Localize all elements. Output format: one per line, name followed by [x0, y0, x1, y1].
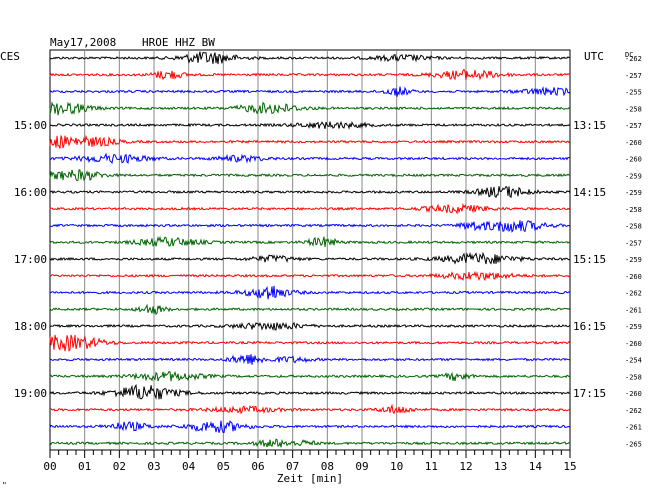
right-time-label: 13:15: [573, 119, 606, 132]
dc-offset-label: -262: [625, 55, 642, 63]
right-time-labels: 13:15 14:15 15:15 16:15 17:15: [573, 119, 606, 400]
dc-offset-label: -254: [625, 357, 642, 365]
footer-mark: ": [2, 481, 7, 490]
dc-offset-label: -258: [625, 105, 642, 113]
x-tick-label: 02: [113, 460, 126, 473]
trace-row: [49, 134, 571, 149]
trace-row: [49, 185, 571, 199]
right-time-label: 14:15: [573, 186, 606, 199]
trace-row: [49, 120, 571, 130]
dc-offset-label: -259: [625, 172, 642, 180]
x-tick-label: 13: [494, 460, 507, 473]
dc-offset-label: -258: [625, 373, 642, 381]
x-tick-label: 15: [563, 460, 576, 473]
trace-row: [49, 438, 571, 448]
trace-row: [49, 220, 571, 233]
trace-row: [49, 51, 571, 65]
left-timezone-label: CES: [0, 50, 20, 63]
dc-offset-label: -260: [625, 139, 642, 147]
x-tick-label: 09: [355, 460, 368, 473]
dc-offset-label: -258: [625, 223, 642, 231]
minute-gridlines: [84, 50, 536, 450]
x-tick-label: 04: [182, 460, 196, 473]
x-tick-label: 08: [321, 460, 334, 473]
dc-label: DC: [625, 51, 633, 59]
x-tick-label: 12: [459, 460, 472, 473]
left-time-labels: 15:00 16:00 17:00 18:00 19:00: [14, 119, 47, 400]
right-timezone-label: UTC: [584, 50, 604, 63]
dc-offset-label: -257: [625, 239, 642, 247]
dc-offset-label: -260: [625, 156, 642, 164]
x-tick-label: 07: [286, 460, 299, 473]
dc-offset-label: -257: [625, 122, 642, 130]
trace-row: [49, 370, 571, 382]
left-time-label: 19:00: [14, 387, 47, 400]
trace-row: [49, 321, 571, 331]
trace-row: [49, 354, 571, 365]
x-axis: 00 01 02 03 04 05 06 07 08 09 10 11 12 13 14 15: [43, 450, 577, 473]
trace-row: [49, 420, 571, 434]
right-time-label: 16:15: [573, 320, 606, 333]
trace-row: [49, 334, 571, 352]
trace-row: [49, 251, 571, 265]
x-tick-label: 10: [390, 460, 403, 473]
left-time-label: 18:00: [14, 320, 47, 333]
trace-row: [49, 169, 571, 182]
dc-offset-label: -261: [625, 424, 642, 432]
dc-offset-label: -259: [625, 256, 642, 264]
trace-row: [49, 85, 571, 97]
left-time-label: 16:00: [14, 186, 47, 199]
x-tick-label: 05: [217, 460, 230, 473]
dc-offset-label: -265: [625, 440, 642, 448]
trace-lines: [49, 51, 571, 448]
trace-row: [49, 235, 571, 248]
x-tick-label: 14: [529, 460, 543, 473]
right-time-label: 17:15: [573, 387, 606, 400]
x-tick-label: 03: [147, 460, 160, 473]
trace-row: [49, 383, 571, 400]
dc-offset-label: -255: [625, 89, 642, 97]
dc-offset-label: -258: [625, 206, 642, 214]
dc-offset-label: -262: [625, 290, 642, 298]
dc-offset-label: -259: [625, 189, 642, 197]
dc-offset-label: -259: [625, 323, 642, 331]
header-station: HROE HHZ BW: [142, 36, 215, 49]
trace-row: [49, 270, 571, 282]
trace-row: [49, 285, 571, 300]
left-time-label: 15:00: [14, 119, 47, 132]
x-tick-label: 01: [78, 460, 91, 473]
trace-row: [49, 68, 571, 81]
x-tick-label: 11: [425, 460, 438, 473]
x-axis-title: Zeit [min]: [277, 472, 343, 485]
right-time-label: 15:15: [573, 253, 606, 266]
dc-offset-label: -257: [625, 72, 642, 80]
trace-row: [49, 152, 571, 165]
header-date: May17,2008: [50, 36, 116, 49]
trace-row: [49, 303, 571, 316]
trace-row: [49, 202, 571, 215]
trace-row: [49, 403, 571, 415]
x-tick-label: 06: [251, 460, 264, 473]
plot-frame: [49, 49, 571, 451]
dc-offset-label: -260: [625, 340, 642, 348]
dc-offset-label: -262: [625, 407, 642, 415]
dc-offset-label: -260: [625, 390, 642, 398]
left-time-label: 17:00: [14, 253, 47, 266]
dc-offset-label: -261: [625, 306, 642, 314]
dc-offset-labels: -262 -257 -255 -258 -257 -260 -260 -259 -259 -258…: [625, 55, 642, 448]
dc-offset-label: -260: [625, 273, 642, 281]
x-tick-label: 00: [43, 460, 56, 473]
trace-row: [49, 101, 571, 116]
